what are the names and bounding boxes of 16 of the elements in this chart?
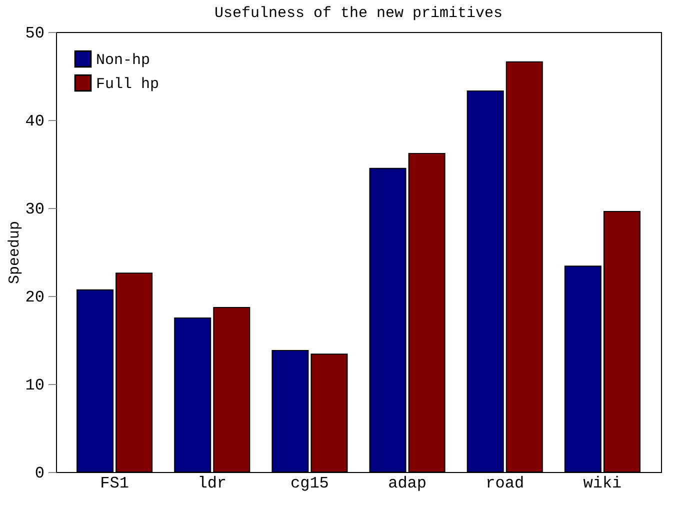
x-tick-label: cg15 [290,474,329,492]
x-tick-label: ldr [198,474,227,492]
y-tick-label: 20 [25,288,44,306]
y-tick-label: 30 [25,200,44,218]
x-tick-label: wiki [583,474,622,492]
chart-title: Usefulness of the new primitives [214,5,503,22]
y-tick-label: 50 [25,24,44,42]
y-tick-label: 40 [25,112,44,130]
y-tick-label: 0 [34,464,44,482]
x-tick-label: FS1 [100,474,129,492]
legend-label: Full hp [96,76,160,93]
x-tick-label: adap [388,474,426,492]
y-axis-title: Speedup [6,220,24,284]
y-tick-label: 10 [25,376,44,394]
legend-label: Non-hp [96,52,150,69]
x-tick-label: road [486,474,524,492]
